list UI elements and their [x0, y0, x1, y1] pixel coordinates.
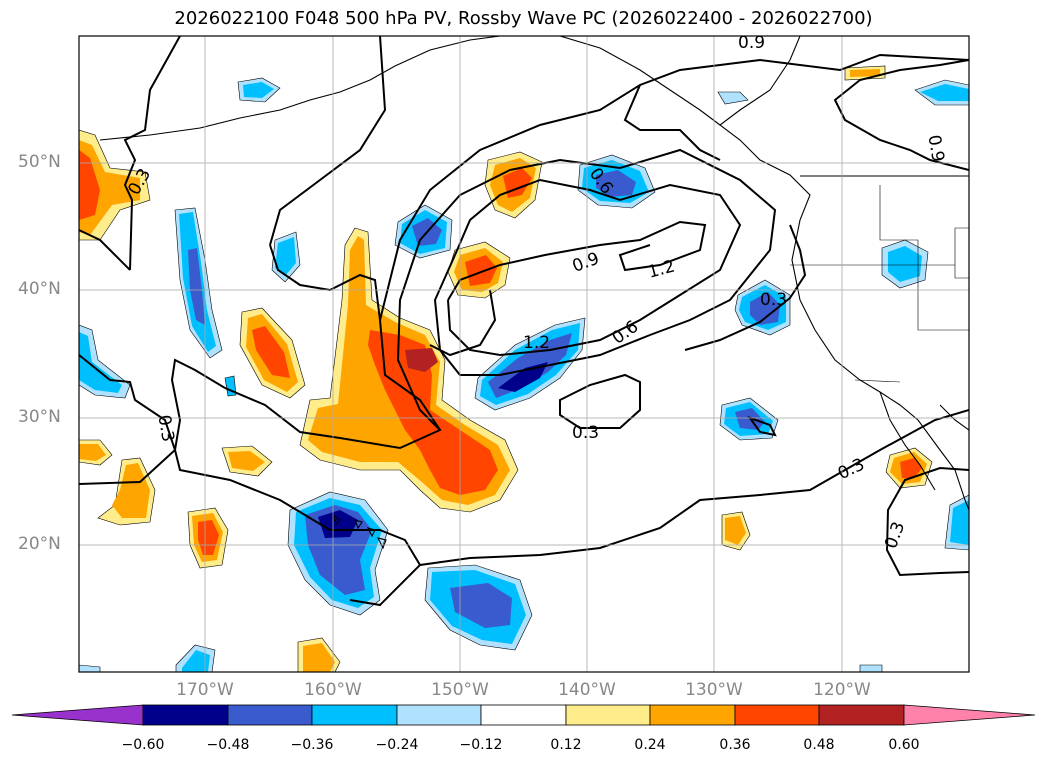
- gridlines: [79, 36, 969, 672]
- anomaly-positive: [228, 451, 265, 471]
- contour-0.6: [170, 244, 442, 451]
- lon-label: 170°W: [176, 680, 234, 700]
- contour-0.3-loop: [559, 373, 641, 429]
- colorbar-bin: [227, 704, 313, 726]
- colorbar-bin: [734, 704, 820, 726]
- lon-label: 150°W: [431, 680, 489, 700]
- contour-0.3-mid: [419, 409, 969, 566]
- colorbar-tick-label: −0.36: [290, 737, 334, 753]
- colorbar-bin: [480, 704, 567, 726]
- lon-label: 120°W: [813, 680, 871, 700]
- contour-0.3-se: [885, 466, 969, 577]
- anomaly-negative: [243, 82, 274, 98]
- lat-label: 30°N: [18, 407, 61, 427]
- colorbar: [11, 704, 1036, 726]
- anomaly-negative: [717, 91, 749, 105]
- anomaly-positive: [725, 516, 746, 545]
- anomaly-positive: [303, 643, 335, 672]
- lat-label: 50°N: [18, 152, 61, 172]
- anomaly-positive: [79, 444, 106, 461]
- colorbar-tick-label: 0.60: [888, 737, 920, 753]
- colorbar-bin: [311, 704, 398, 726]
- contour-0.3-west2: [79, 354, 177, 485]
- colorbar-bin: [649, 704, 736, 726]
- contour-0.6-inner: [396, 148, 777, 431]
- contour-0.9-inner: [447, 178, 742, 357]
- anomaly-negative: [596, 170, 636, 197]
- anomaly-positive: [252, 326, 290, 378]
- colorbar-bin: [142, 704, 229, 726]
- map-title: 2026022100 F048 500 hPa PV, Rossby Wave …: [174, 8, 873, 29]
- colorbar-bin: [396, 704, 482, 726]
- contour-1.2: [447, 220, 707, 301]
- anomaly-negative: [750, 292, 780, 325]
- anomaly-negative: [188, 248, 205, 325]
- anomaly-negative: [182, 650, 210, 672]
- contour-label: 0.3: [572, 423, 599, 443]
- anomaly-negative: [275, 237, 296, 276]
- contour-label: 0.9: [738, 33, 765, 53]
- contour-0.6-main: [379, 53, 969, 321]
- anomaly-positive: [198, 520, 219, 555]
- colorbar-bin: [565, 704, 651, 726]
- colorbar-tick-label: 0.36: [719, 737, 751, 753]
- lon-label: 160°W: [304, 680, 362, 700]
- contour-0.3-right: [684, 224, 807, 351]
- anomaly-negative: [79, 664, 101, 672]
- colorbar-tick-label: −0.12: [459, 737, 503, 753]
- contour-0.3-ne: [833, 59, 969, 171]
- anomaly-positive: [405, 348, 438, 372]
- anomaly-positive: [900, 458, 922, 478]
- lon-label: 140°W: [558, 680, 616, 700]
- colorbar-tick-label: 0.12: [550, 737, 582, 753]
- contour-label: 1.2: [523, 333, 550, 353]
- anomaly-positive: [465, 255, 497, 286]
- anomaly-negative: [859, 664, 883, 672]
- contour-0.3-north: [269, 36, 387, 246]
- anomaly-negative: [79, 332, 122, 393]
- anomaly-positive: [368, 330, 498, 495]
- lat-label: 20°N: [18, 534, 61, 554]
- lat-label: 40°N: [18, 279, 61, 299]
- anomaly-negative: [450, 583, 512, 628]
- contour-label: 0.3: [760, 290, 787, 310]
- contour-label: 0.3: [153, 413, 177, 443]
- colorbar-extend-max: [903, 704, 1036, 726]
- anomaly-negative: [498, 362, 548, 392]
- anomaly-positive: [79, 150, 100, 220]
- pv-contours: [79, 36, 969, 607]
- colorbar-tick-label: 0.24: [634, 737, 666, 753]
- colorbar-bin: [818, 704, 905, 726]
- contour-label: 0.9: [923, 133, 947, 163]
- contour-0.3-top: [623, 84, 721, 161]
- anomaly-negative: [888, 246, 922, 282]
- colorbar-tick-label: 0.48: [803, 737, 835, 753]
- contour-0.9: [79, 229, 131, 271]
- contour-1.2b: [429, 289, 497, 357]
- anomaly-positive: [112, 463, 150, 518]
- colorbar-extend-min: [11, 704, 144, 726]
- map-frame: [78, 35, 970, 673]
- anomaly-negative: [950, 500, 969, 545]
- colorbar-tick-label: −0.60: [121, 737, 165, 753]
- contour-0.6-sm: [747, 416, 777, 437]
- anomaly-negative: [920, 84, 969, 101]
- contour-0.3-west: [123, 36, 181, 271]
- colorbar-tick-label: −0.48: [206, 737, 250, 753]
- anomaly-positive: [850, 69, 880, 77]
- lon-label: 130°W: [685, 680, 743, 700]
- colorbar-tick-label: −0.24: [375, 737, 419, 753]
